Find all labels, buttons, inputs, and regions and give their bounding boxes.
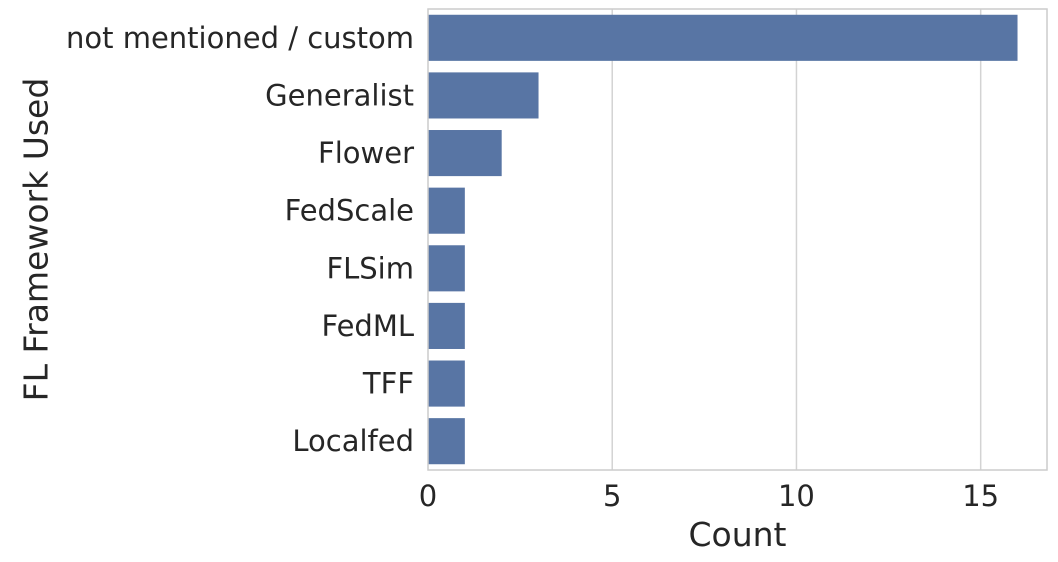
x-axis-title: Count — [688, 515, 786, 554]
y-tick-label: FedML — [321, 309, 414, 343]
x-tick-labels: 0 5 10 15 — [419, 479, 999, 513]
bar — [428, 302, 465, 349]
bar — [428, 418, 465, 465]
grid-lines — [611, 9, 982, 470]
x-tick-label: 0 — [419, 479, 437, 513]
bar — [428, 187, 465, 234]
bar — [428, 72, 539, 119]
bar — [428, 14, 1018, 61]
x-tick-label: 5 — [603, 479, 621, 513]
bar — [428, 360, 465, 407]
bars — [428, 14, 1018, 465]
bar — [428, 130, 502, 177]
x-tick-label: 10 — [778, 479, 815, 513]
y-tick-label: Localfed — [292, 424, 414, 458]
y-tick-label: Flower — [318, 136, 414, 170]
plot-frame — [427, 8, 1048, 471]
x-tick-label: 15 — [962, 479, 999, 513]
y-tick-label: TFF — [362, 367, 414, 401]
y-tick-label: FedScale — [285, 194, 414, 228]
category-labels: not mentioned / custom Generalist Flower Fe… — [66, 21, 414, 458]
y-tick-label: not mentioned / custom — [66, 21, 414, 55]
bar — [428, 245, 465, 292]
y-axis-title: FL Framework Used — [17, 78, 56, 402]
y-tick-label: Generalist — [265, 78, 414, 112]
y-tick-label: FLSim — [326, 251, 414, 285]
